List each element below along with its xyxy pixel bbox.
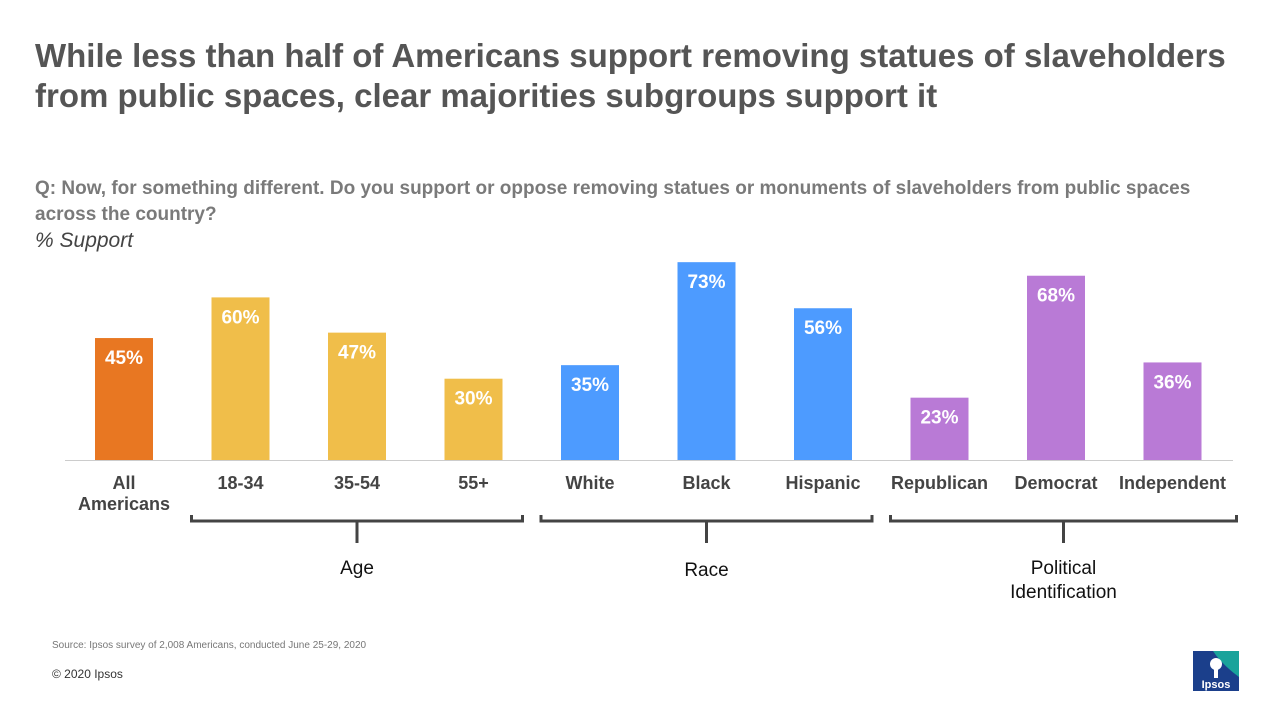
data-label: 45%: [105, 348, 143, 369]
source-note: Source: Ipsos survey of 2,008 Americans,…: [52, 640, 367, 651]
category-tick-label: Black: [682, 473, 731, 493]
copyright-note: © 2020 Ipsos: [52, 667, 123, 681]
data-label: 47%: [338, 343, 376, 364]
data-label: 23%: [920, 408, 958, 429]
data-label: 36%: [1153, 372, 1191, 393]
ipsos-logo: Ipsos: [1193, 651, 1239, 691]
category-tick-label: Independent: [1119, 473, 1226, 493]
group-label: Identification: [1010, 582, 1117, 603]
category-tick-label: Hispanic: [785, 473, 860, 493]
group-label: Age: [340, 558, 374, 579]
bar: [328, 332, 386, 460]
bar: [677, 262, 736, 460]
data-label: 35%: [571, 375, 609, 396]
bar: [95, 338, 153, 460]
category-tick-label: Americans: [78, 494, 170, 514]
category-tick-label: All: [112, 473, 135, 493]
category-tick-label: White: [566, 473, 615, 493]
bar: [1143, 362, 1202, 460]
category-tick-label: 55+: [458, 473, 489, 493]
group-label: Race: [684, 560, 728, 581]
data-label: 56%: [804, 318, 842, 339]
bar: [910, 397, 969, 460]
category-tick-label: 18-34: [217, 473, 263, 493]
data-label: 73%: [687, 272, 725, 293]
survey-question: Q: Now, for something different. Do you …: [35, 178, 1191, 225]
group-label: Political: [1031, 558, 1096, 579]
bar: [444, 378, 503, 460]
category-tick-label: 35-54: [334, 473, 380, 493]
bar: [561, 365, 619, 460]
unit-label: % Support: [35, 229, 134, 252]
group-bracket: [539, 515, 874, 543]
category-tick-label: Republican: [891, 473, 988, 493]
data-label: 68%: [1037, 286, 1075, 307]
group-bracket: [889, 515, 1238, 543]
category-tick-label: Democrat: [1014, 473, 1097, 493]
group-bracket: [190, 515, 524, 543]
data-label: 30%: [454, 389, 492, 410]
bar: [211, 297, 270, 460]
logo-wordmark: Ipsos: [1202, 679, 1231, 691]
data-label: 60%: [221, 307, 259, 328]
bar: [1027, 275, 1085, 460]
page-title: While less than half of Americans suppor…: [35, 37, 1226, 114]
bar: [794, 308, 852, 460]
